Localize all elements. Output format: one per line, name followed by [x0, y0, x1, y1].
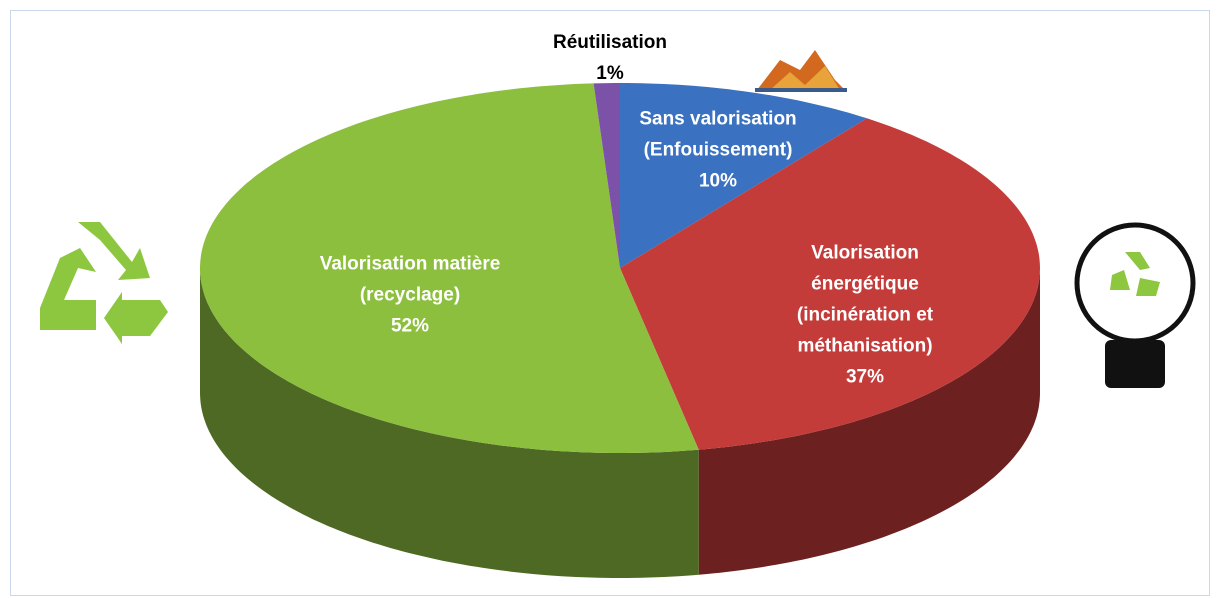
slice-value-label: 10%	[618, 166, 818, 197]
slice-value-label: 52%	[295, 311, 525, 342]
landfill-icon	[755, 50, 847, 92]
slice-label: Sans valorisation (Enfouissement)10%	[618, 104, 818, 197]
slice-value-label: 1%	[510, 58, 710, 89]
page: Sans valorisation (Enfouissement)10% Valo…	[0, 0, 1222, 598]
bulb-icon	[1077, 225, 1193, 388]
slice-label: Valorisation matière (recyclage)52%	[295, 249, 525, 342]
recycle-icon	[40, 222, 168, 344]
slice-category: Réutilisation	[510, 27, 710, 58]
slice-category: Valorisation matière (recyclage)	[295, 249, 525, 311]
slice-value-label: 37%	[783, 362, 948, 393]
slice-label: Valorisation énergétique (incinération e…	[783, 238, 948, 393]
chart	[0, 0, 1222, 598]
slice-category: Sans valorisation (Enfouissement)	[618, 104, 818, 166]
slice-category: Valorisation énergétique (incinération e…	[783, 238, 948, 362]
